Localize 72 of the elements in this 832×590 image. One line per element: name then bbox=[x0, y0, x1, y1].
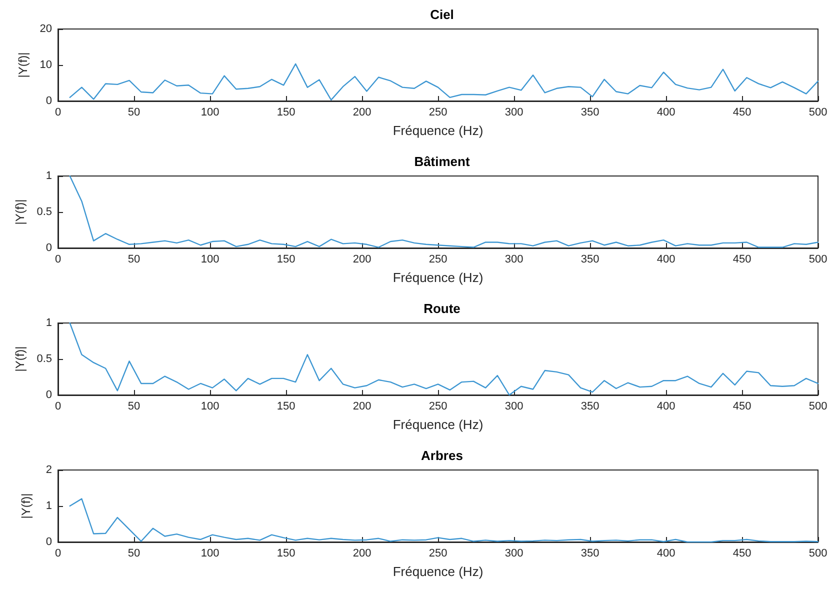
y-tick-label: 20 bbox=[40, 23, 52, 35]
x-tick-label: 250 bbox=[428, 254, 448, 266]
x-tick-label: 200 bbox=[352, 254, 372, 266]
x-tick-label: 350 bbox=[580, 254, 600, 266]
x-tick-label: 150 bbox=[276, 548, 296, 560]
x-tick-label: 50 bbox=[128, 548, 140, 560]
x-tick-label: 0 bbox=[54, 106, 62, 118]
chart-title: Route bbox=[424, 301, 460, 316]
y-axis-title: |Y(f)| bbox=[19, 493, 33, 519]
x-tick-label: 500 bbox=[808, 106, 828, 118]
y-tick-label: 0 bbox=[46, 95, 52, 107]
line-series bbox=[69, 175, 819, 248]
x-tick-label: 300 bbox=[504, 106, 524, 118]
x-tick-label: 50 bbox=[128, 106, 140, 118]
x-tick-label: 150 bbox=[276, 254, 296, 266]
y-axis-title: |Y(f)| bbox=[12, 199, 27, 225]
x-tick-label: 500 bbox=[808, 400, 828, 412]
y-tick-label: 0.5 bbox=[36, 206, 52, 218]
x-tick-label: 0 bbox=[54, 254, 62, 266]
x-axis-title: Fréquence (Hz) bbox=[392, 564, 484, 579]
x-tick-label: 350 bbox=[580, 106, 600, 118]
y-tick-label: 10 bbox=[40, 59, 52, 71]
x-tick-label: 400 bbox=[656, 548, 676, 560]
y-tick-label: 0 bbox=[46, 389, 52, 401]
x-tick-label: 150 bbox=[276, 106, 296, 118]
y-tick-label: 0 bbox=[46, 536, 52, 548]
x-tick-label: 300 bbox=[504, 400, 524, 412]
y-tick-label: 0.5 bbox=[36, 353, 52, 365]
x-tick-label: 250 bbox=[428, 548, 448, 560]
y-tick-label: 1 bbox=[46, 500, 52, 512]
x-tick-label: 100 bbox=[200, 400, 220, 412]
x-tick-label: 0 bbox=[54, 400, 62, 412]
y-tick-label: 1 bbox=[46, 170, 52, 182]
y-axis-title: |Y(f)| bbox=[12, 346, 27, 372]
y-axis-title: |Y(f)| bbox=[16, 52, 30, 78]
x-tick-label: 500 bbox=[808, 548, 828, 560]
chart-title: Arbres bbox=[421, 448, 463, 463]
x-tick-label: 450 bbox=[732, 106, 752, 118]
x-tick-label: 450 bbox=[732, 400, 752, 412]
x-tick-label: 450 bbox=[732, 548, 752, 560]
x-tick-label: 250 bbox=[428, 106, 448, 118]
x-tick-label: 100 bbox=[200, 106, 220, 118]
x-tick-label: 50 bbox=[128, 254, 140, 266]
x-tick-label: 400 bbox=[656, 254, 676, 266]
line-series bbox=[69, 63, 819, 101]
y-tick-label: 1 bbox=[46, 317, 52, 329]
chart-title: Ciel bbox=[430, 7, 454, 22]
x-tick-label: 350 bbox=[580, 548, 600, 560]
x-tick-label: 100 bbox=[200, 254, 220, 266]
x-tick-label: 400 bbox=[656, 106, 676, 118]
line-series bbox=[69, 498, 819, 543]
x-tick-label: 500 bbox=[808, 254, 828, 266]
x-tick-label: 0 bbox=[54, 548, 62, 560]
x-tick-label: 50 bbox=[128, 400, 140, 412]
x-axis-title: Fréquence (Hz) bbox=[392, 417, 484, 432]
x-tick-label: 300 bbox=[504, 254, 524, 266]
x-tick-label: 100 bbox=[200, 548, 220, 560]
x-tick-label: 250 bbox=[428, 400, 448, 412]
y-tick-label: 2 bbox=[46, 464, 52, 476]
y-tick-label: 0 bbox=[46, 242, 52, 254]
x-tick-label: 350 bbox=[580, 400, 600, 412]
x-tick-label: 150 bbox=[276, 400, 296, 412]
x-tick-label: 200 bbox=[352, 106, 372, 118]
x-tick-label: 450 bbox=[732, 254, 752, 266]
chart-title: Bâtiment bbox=[414, 154, 470, 169]
line-series bbox=[69, 322, 819, 396]
x-tick-label: 200 bbox=[352, 548, 372, 560]
x-tick-label: 200 bbox=[352, 400, 372, 412]
x-tick-label: 400 bbox=[656, 400, 676, 412]
x-axis-title: Fréquence (Hz) bbox=[392, 270, 484, 285]
x-tick-label: 300 bbox=[504, 548, 524, 560]
x-axis-title: Fréquence (Hz) bbox=[392, 123, 484, 138]
